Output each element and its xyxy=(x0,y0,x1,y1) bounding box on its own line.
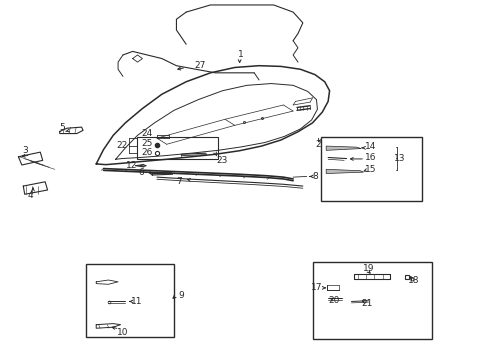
Text: 12: 12 xyxy=(126,161,137,170)
Text: 3: 3 xyxy=(22,146,27,155)
Text: 10: 10 xyxy=(117,328,128,337)
Text: 15: 15 xyxy=(365,166,376,175)
Polygon shape xyxy=(325,146,361,150)
Text: 17: 17 xyxy=(310,283,322,292)
Text: 20: 20 xyxy=(328,296,340,305)
Text: 7: 7 xyxy=(176,176,182,185)
Bar xyxy=(86,264,174,337)
Text: 9: 9 xyxy=(178,291,184,300)
Text: 13: 13 xyxy=(393,154,405,163)
Text: 26: 26 xyxy=(142,148,153,157)
Bar xyxy=(312,262,431,339)
Text: 25: 25 xyxy=(142,139,153,148)
Text: 22: 22 xyxy=(116,141,127,150)
Text: 24: 24 xyxy=(142,129,153,138)
Text: 6: 6 xyxy=(138,168,143,177)
Text: 18: 18 xyxy=(407,276,419,285)
Text: 14: 14 xyxy=(365,142,376,151)
Text: 11: 11 xyxy=(131,297,142,306)
Bar xyxy=(321,137,421,202)
Text: 19: 19 xyxy=(362,264,373,273)
Text: 27: 27 xyxy=(194,61,205,70)
Polygon shape xyxy=(325,169,363,174)
Text: 5: 5 xyxy=(59,123,65,132)
Bar xyxy=(136,137,217,159)
Text: 2: 2 xyxy=(315,140,321,149)
Text: 23: 23 xyxy=(216,156,227,165)
Text: 8: 8 xyxy=(312,172,318,181)
Text: 16: 16 xyxy=(365,153,376,162)
Text: 4: 4 xyxy=(28,191,33,200)
Text: 1: 1 xyxy=(237,50,243,59)
Text: 21: 21 xyxy=(361,299,372,308)
